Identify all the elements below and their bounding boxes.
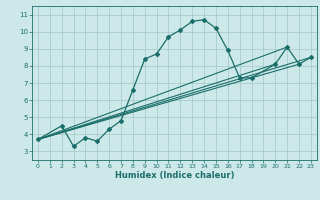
- X-axis label: Humidex (Indice chaleur): Humidex (Indice chaleur): [115, 171, 234, 180]
